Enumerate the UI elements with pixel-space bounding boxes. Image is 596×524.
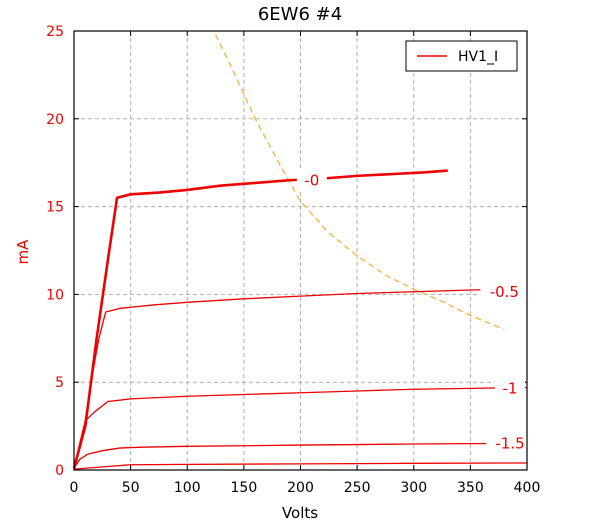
series-layer [72,34,528,470]
legend: HV1_I [405,40,518,72]
series-line-3 [73,442,528,469]
x-tick-label: 150 [231,480,258,496]
y-tick-label: 20 [46,112,64,128]
legend-label: HV1_I [458,49,498,65]
series-line-1 [73,288,528,469]
chart-title: 6EW6 #4 [258,4,342,25]
curve-label: -1.5 [495,435,524,453]
grid [74,31,527,470]
curve-label: -1 [503,379,518,397]
curve-label-bg [495,378,526,399]
curve-label: -0 [304,171,319,189]
x-tick-label: 400 [514,480,541,496]
y-tick-label: 15 [46,200,64,216]
axis-ticks: 0 50 100 150 200 250 300 350 400 0 5 10 15 20 25 [46,24,540,496]
x-tick-label: 50 [122,480,140,496]
y-tick-label: 5 [55,375,64,391]
y-tick-label: 25 [46,24,64,40]
x-axis-title: Volts [282,504,318,522]
y-axis-title: mA [14,239,32,265]
curve-label: -0.5 [490,283,519,301]
y-tick-label: 10 [46,287,64,303]
curve-label-bg [486,433,535,454]
curve-label-bg [480,281,529,302]
x-tick-label: 200 [287,480,314,496]
x-tick-label: 100 [174,480,201,496]
x-tick-label: 0 [70,480,79,496]
x-tick-label: 300 [400,480,427,496]
x-tick-label: 250 [344,480,371,496]
series-line-4 [73,462,528,470]
y-tick-label: 0 [55,463,64,479]
load-line [214,34,505,331]
series-line-0 [72,169,448,469]
curve-labels: -0 -0.5 -1 -1.5 [296,170,535,454]
series-line-2 [73,386,528,469]
plot-frame [73,30,528,471]
curve-label-bg [296,170,327,191]
x-tick-label: 350 [457,480,484,496]
